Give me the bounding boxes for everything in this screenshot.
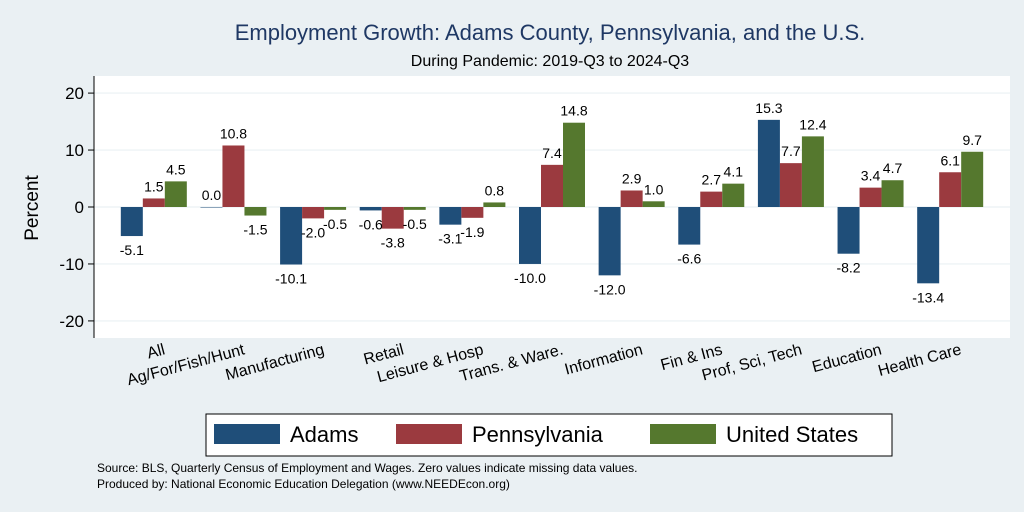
- legend-swatch-united-states: [650, 424, 716, 444]
- legend-label-adams: Adams: [290, 422, 358, 447]
- bar: [801, 136, 824, 207]
- bar: [439, 207, 462, 225]
- bar: [939, 172, 962, 207]
- bar: [598, 207, 621, 276]
- bar: [483, 202, 506, 207]
- produced-note: Produced by: National Economic Education…: [97, 477, 510, 491]
- data-label: -13.4: [912, 289, 944, 305]
- data-label: -0.6: [359, 216, 383, 232]
- data-label: -12.0: [594, 281, 626, 297]
- bar: [642, 201, 665, 207]
- y-axis-label: Percent: [22, 175, 43, 241]
- data-label: -1.5: [243, 222, 267, 238]
- chart-subtitle: During Pandemic: 2019-Q3 to 2024-Q3: [411, 53, 689, 70]
- y-tick-label: 0: [75, 198, 84, 217]
- legend-swatch-pennsylvania: [396, 424, 462, 444]
- bar: [461, 207, 484, 218]
- bar: [700, 191, 723, 207]
- bar: [757, 119, 780, 207]
- bar: [859, 187, 882, 207]
- bar: [280, 207, 303, 265]
- category-label: Education: [810, 341, 883, 376]
- bar: [961, 151, 984, 207]
- bar: [722, 183, 745, 207]
- data-label: 4.5: [166, 161, 186, 177]
- bar: [244, 207, 267, 216]
- bar: [302, 207, 325, 219]
- data-label: -5.1: [120, 242, 144, 258]
- bar: [620, 190, 643, 207]
- legend: Adams Pennsylvania United States: [205, 413, 893, 457]
- source-note: Source: BLS, Quarterly Census of Employm…: [97, 461, 637, 475]
- bar: [403, 207, 426, 210]
- data-label: 10.8: [220, 125, 247, 141]
- bar: [541, 164, 563, 207]
- bar: [837, 207, 860, 254]
- bar: [222, 145, 245, 207]
- data-label: -3.8: [381, 235, 405, 251]
- bar: [563, 122, 585, 207]
- legend-label-pennsylvania: Pennsylvania: [472, 422, 604, 447]
- bar: [142, 198, 165, 207]
- bar: [359, 207, 382, 211]
- data-label: 1.5: [144, 178, 164, 194]
- data-label: -0.5: [323, 216, 347, 232]
- data-label: 6.1: [940, 152, 960, 168]
- y-tick-label: 20: [65, 84, 84, 103]
- data-label: -3.1: [438, 231, 462, 247]
- data-label: -0.5: [403, 216, 427, 232]
- bar: [519, 207, 541, 264]
- y-tick-label: -10: [59, 255, 84, 274]
- bar: [381, 207, 404, 229]
- bar: [881, 180, 904, 207]
- data-label: 2.7: [702, 172, 722, 188]
- bar: [324, 207, 347, 210]
- chart-title: Employment Growth: Adams County, Pennsyl…: [235, 20, 866, 45]
- legend-box: [205, 413, 893, 457]
- bar: [164, 181, 187, 207]
- bar: [120, 207, 143, 237]
- data-label: -10.0: [514, 270, 546, 286]
- data-label: -10.1: [275, 271, 307, 287]
- data-label: 15.3: [755, 100, 782, 116]
- legend-label-united-states: United States: [726, 422, 858, 447]
- data-label: 9.7: [962, 132, 982, 148]
- bar: [678, 207, 701, 245]
- data-label: -8.2: [836, 260, 860, 276]
- data-label: 4.1: [724, 164, 744, 180]
- data-label: 7.7: [781, 143, 801, 159]
- y-tick-label: 10: [65, 141, 84, 160]
- data-label: 2.9: [622, 170, 642, 186]
- data-label: 3.4: [861, 168, 881, 184]
- category-label: Health Care: [876, 341, 963, 380]
- category-label: Information: [563, 341, 645, 378]
- data-label: -1.9: [460, 224, 484, 240]
- y-tick-label: -20: [59, 312, 84, 331]
- bar: [917, 207, 940, 284]
- data-label: 7.4: [542, 145, 562, 161]
- bars: [120, 119, 984, 284]
- legend-swatch-adams: [214, 424, 280, 444]
- data-label: 1.0: [644, 181, 664, 197]
- category-label: All: [145, 341, 167, 362]
- data-label: -2.0: [301, 224, 325, 240]
- data-label: 0.8: [485, 182, 505, 198]
- data-label: 14.8: [560, 103, 587, 119]
- bar: [779, 163, 802, 207]
- data-labels: -5.1 0.0 -10.1 -0.6 -3.1 -10.0 -12.0 -6.6 15.3 -8…: [120, 100, 982, 305]
- y-axis: -20 -10 0 10 20: [59, 76, 95, 338]
- data-label: 12.4: [799, 116, 826, 132]
- bar: [200, 207, 223, 208]
- data-label: 0.0: [202, 187, 222, 203]
- data-label: -6.6: [677, 251, 701, 267]
- data-label: 4.7: [883, 160, 903, 176]
